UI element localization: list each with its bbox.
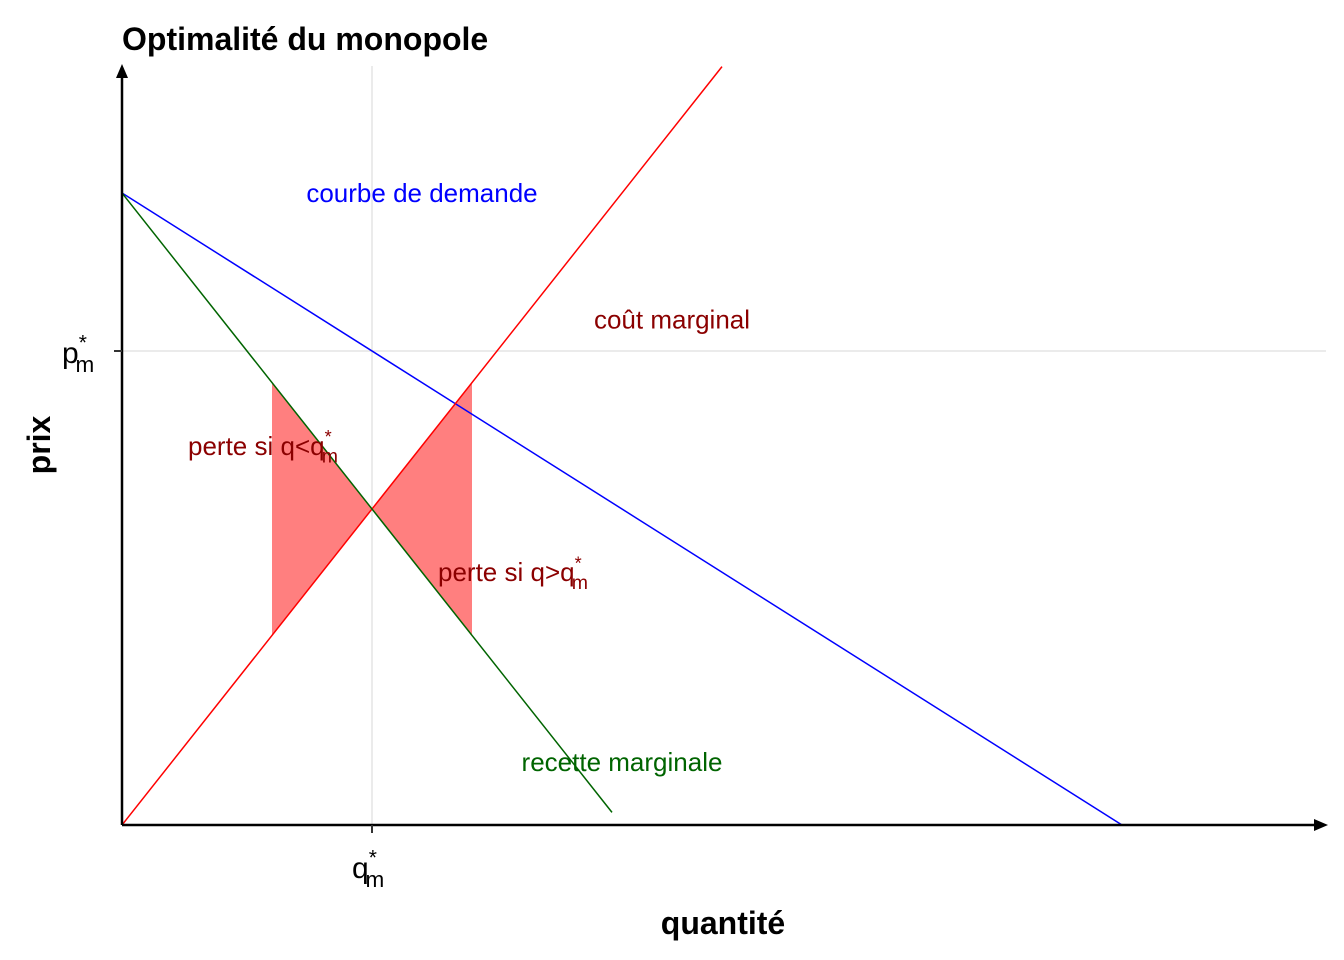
series-line-3 [121, 192, 613, 813]
axes [116, 64, 1328, 831]
annotation-1: courbe de demande [306, 178, 537, 208]
annotations: courbe de demande coût marginal recette ma… [188, 178, 750, 777]
y-axis-arrow [116, 64, 128, 78]
tick-labels: q* m p* m [62, 332, 384, 893]
series-line-2 [121, 66, 723, 826]
x-tick-label: q* m [352, 847, 384, 893]
annotation-5: perte si q>q* m [438, 554, 588, 595]
loss-region-1 [272, 382, 372, 636]
shaded-regions [272, 382, 472, 636]
chart-title: Optimalité du monopole [122, 21, 488, 57]
annotation-3: recette marginale [522, 747, 723, 777]
annotation-2: coût marginal [594, 304, 750, 334]
series-line-1 [121, 192, 1123, 826]
y-axis-label: prix [21, 415, 57, 474]
x-axis-arrow [1314, 819, 1328, 831]
grid [122, 66, 1326, 825]
annotation-4: perte si q<q* m [188, 427, 338, 468]
loss-region-2 [372, 382, 472, 636]
x-axis-label: quantité [661, 905, 785, 941]
y-tick-label: p* m [62, 332, 94, 378]
series-lines [121, 66, 1123, 826]
